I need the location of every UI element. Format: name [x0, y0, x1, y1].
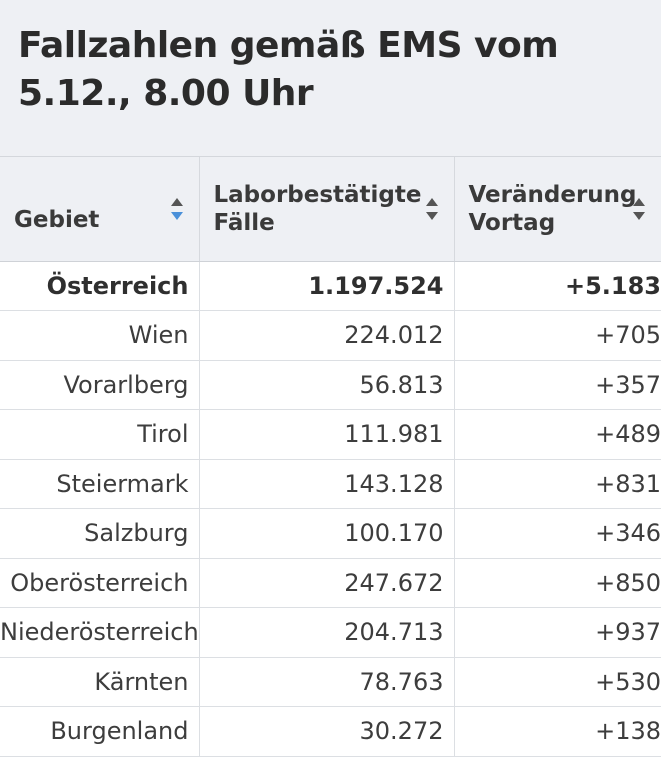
cell-cases: 1.197.524 — [199, 261, 455, 311]
sort-both-icon[interactable] — [631, 196, 647, 222]
case-table: Gebiet Laborbestätigte Fälle Veränderung… — [0, 157, 661, 757]
table-title-bar: Fallzahlen gemäß EMS vom 5.12., 8.00 Uhr — [0, 0, 661, 157]
cell-region: Steiermark — [0, 459, 200, 509]
column-label-change: Veränderung Vortag — [468, 181, 637, 236]
sort-ascending-icon[interactable] — [169, 196, 185, 222]
cell-change: +489 — [454, 409, 661, 460]
cell-change: +530 — [454, 657, 661, 707]
cell-change: +138 — [454, 706, 661, 757]
cell-change: +705 — [454, 310, 661, 361]
column-label-cases: Laborbestätigte Fälle — [213, 181, 422, 236]
table-row: Burgenland 30.272 +138 — [0, 706, 661, 757]
cell-cases: 30.272 — [199, 706, 455, 757]
cell-change: +937 — [454, 607, 661, 658]
cell-cases: 78.763 — [199, 657, 455, 707]
table-row: Kärnten 78.763 +530 — [0, 657, 661, 707]
table-row: Niederösterreich 204.713 +937 — [0, 607, 661, 658]
column-header-gebiet[interactable]: Gebiet — [0, 157, 200, 262]
cell-change: +357 — [454, 360, 661, 410]
cell-change: +850 — [454, 558, 661, 608]
cell-cases: 224.012 — [199, 310, 455, 361]
cell-region: Oberösterreich — [0, 558, 200, 608]
cell-region: Vorarlberg — [0, 360, 200, 410]
table-row: Wien 224.012 +705 — [0, 310, 661, 361]
table-row: Salzburg 100.170 +346 — [0, 508, 661, 559]
cell-region: Österreich — [0, 261, 200, 311]
cell-cases: 100.170 — [199, 508, 455, 559]
column-header-change[interactable]: Veränderung Vortag — [454, 157, 661, 262]
cell-region: Salzburg — [0, 508, 200, 559]
table-row: Oberösterreich 247.672 +850 — [0, 558, 661, 608]
cell-cases: 111.981 — [199, 409, 455, 460]
cell-region: Burgenland — [0, 706, 200, 757]
column-label-gebiet: Gebiet — [14, 206, 100, 233]
cell-cases: 143.128 — [199, 459, 455, 509]
sort-both-icon[interactable] — [424, 196, 440, 222]
cell-change: +831 — [454, 459, 661, 509]
cell-change: +5.183 — [454, 261, 661, 311]
cell-region: Tirol — [0, 409, 200, 460]
table-header-row: Gebiet Laborbestätigte Fälle Veränderung… — [0, 157, 661, 262]
column-header-cases[interactable]: Laborbestätigte Fälle — [199, 157, 455, 262]
cell-region: Wien — [0, 310, 200, 361]
table-row: Vorarlberg 56.813 +357 — [0, 360, 661, 410]
page-title: Fallzahlen gemäß EMS vom 5.12., 8.00 Uhr — [18, 25, 559, 114]
cell-cases: 56.813 — [199, 360, 455, 410]
cell-region: Kärnten — [0, 657, 200, 707]
cell-cases: 204.713 — [199, 607, 455, 658]
cell-change: +346 — [454, 508, 661, 559]
table-row: Tirol 111.981 +489 — [0, 409, 661, 460]
table-row-total: Österreich 1.197.524 +5.183 — [0, 261, 661, 311]
cell-region: Niederösterreich — [0, 607, 200, 658]
cell-cases: 247.672 — [199, 558, 455, 608]
table-row: Steiermark 143.128 +831 — [0, 459, 661, 509]
